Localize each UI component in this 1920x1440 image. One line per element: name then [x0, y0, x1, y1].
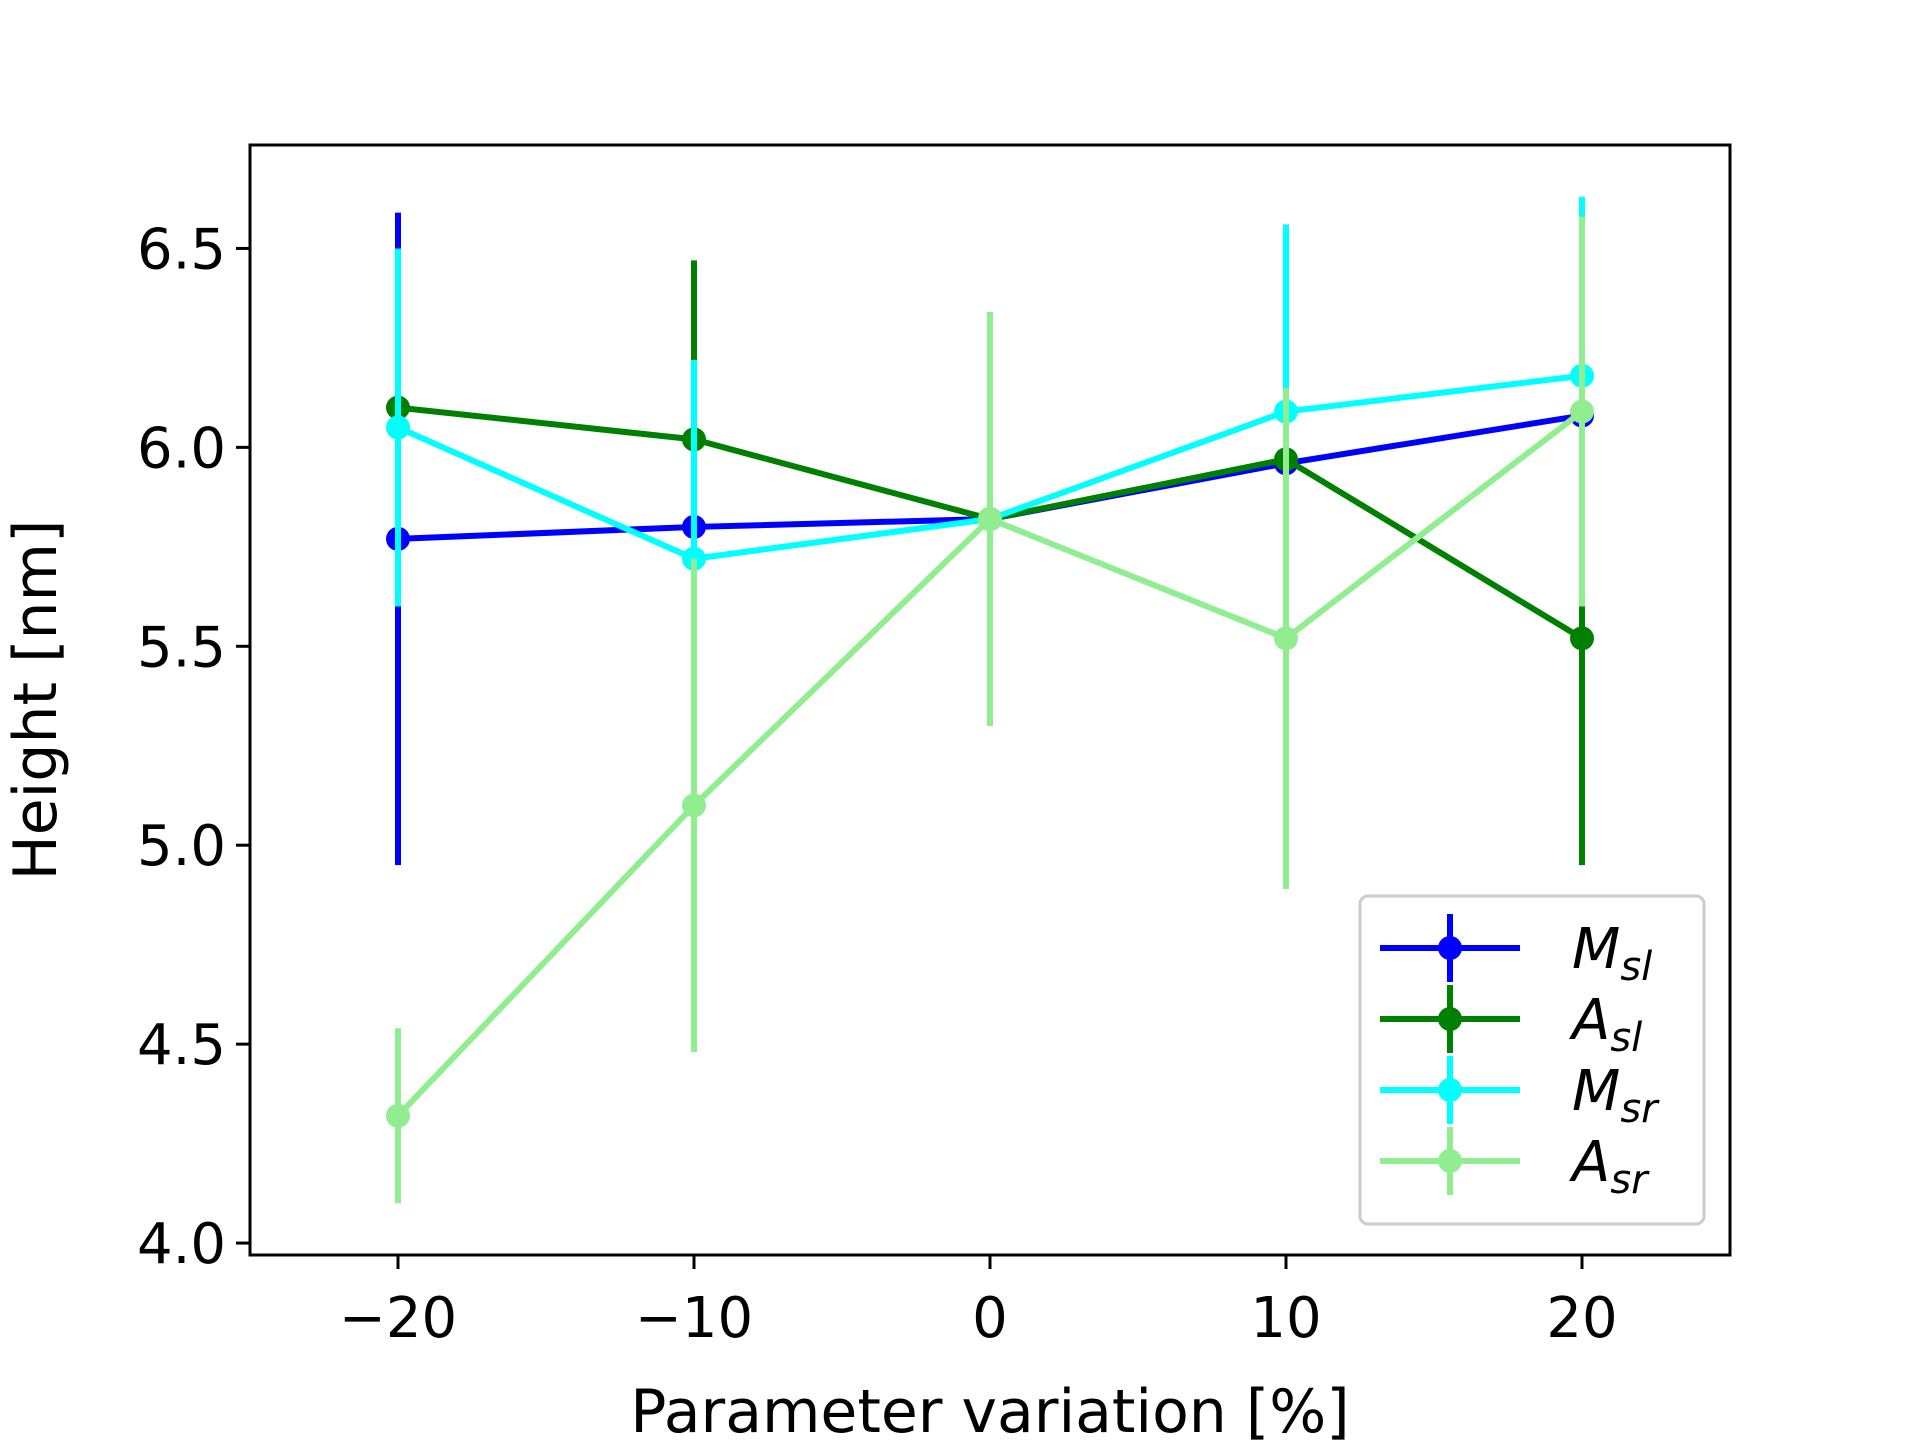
y-tick-label: 6.5 — [137, 217, 226, 282]
x-tick-label: 10 — [1250, 1286, 1321, 1351]
legend-label: Msr — [1572, 1059, 1660, 1132]
y-axis-label: Height [nm] — [1, 520, 71, 881]
legend-marker — [1438, 936, 1462, 960]
legend-item: Asr — [1380, 1127, 1650, 1203]
y-tick-label: 4.5 — [137, 1013, 226, 1078]
x-tick-label: 0 — [972, 1286, 1008, 1351]
legend-label: Msl — [1572, 917, 1652, 990]
y-tick-label: 5.5 — [137, 615, 226, 680]
legend-item: Msl — [1380, 914, 1652, 990]
legend-box — [1358, 894, 1706, 1226]
ticks-layer: −20 −10 0 10 20 4.0 4.5 5.0 5.5 6.0 6.5 — [137, 217, 1618, 1351]
data-point — [386, 1103, 410, 1128]
legend-label: Asl — [1569, 988, 1642, 1061]
data-point — [386, 415, 410, 440]
legend-item: Asl — [1380, 985, 1642, 1061]
legend-marker — [1438, 1007, 1462, 1031]
y-tick-label: 5.0 — [137, 814, 226, 879]
data-point — [1274, 626, 1298, 651]
legend-marker — [1438, 1149, 1462, 1173]
series-layer — [386, 196, 1594, 1204]
data-point — [1570, 626, 1594, 651]
x-tick-label: −20 — [339, 1286, 457, 1351]
y-tick-label: 4.0 — [137, 1212, 226, 1277]
data-point — [682, 793, 706, 818]
y-tick-label: 6.0 — [137, 416, 226, 481]
data-point — [1570, 399, 1594, 424]
legend-item: Msr — [1380, 1056, 1660, 1132]
legend-label: Asr — [1569, 1130, 1650, 1203]
x-axis-label: Parameter variation [%] — [630, 1377, 1349, 1440]
series-A_sr — [386, 216, 1594, 1204]
legend-marker — [1438, 1078, 1462, 1102]
data-point — [978, 506, 1002, 531]
x-tick-label: −10 — [635, 1286, 753, 1351]
x-tick-label: 20 — [1546, 1286, 1617, 1351]
